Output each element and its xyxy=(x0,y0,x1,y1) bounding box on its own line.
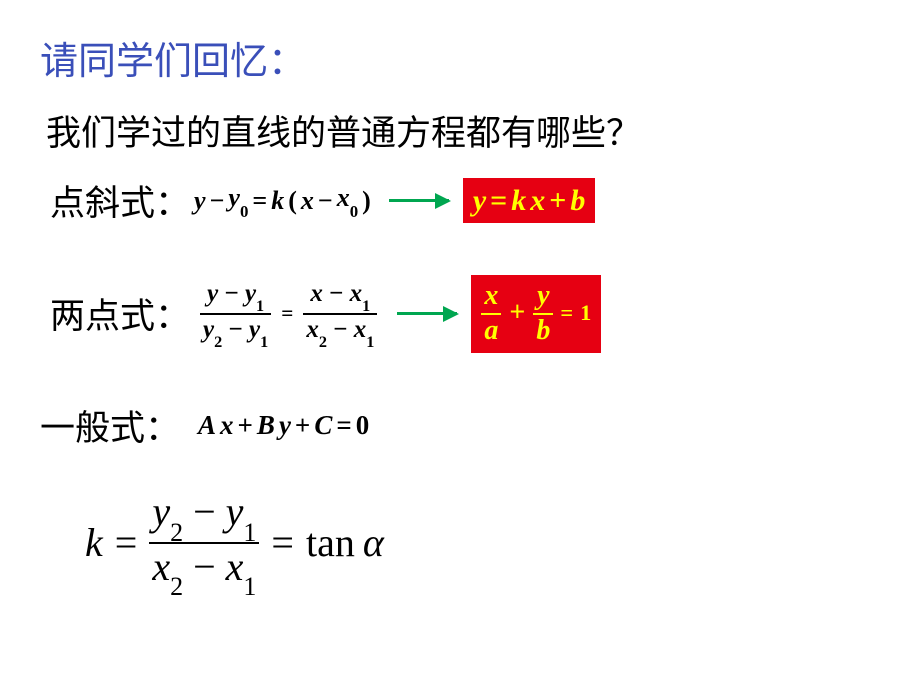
highlight-intercept-form: x a + y b = 1 xyxy=(471,275,601,353)
row-point-slope: 点斜式： y − y0 = k ( x − x0 ) y = k x + b xyxy=(50,175,595,226)
label-general: 一般式： xyxy=(40,400,180,451)
formula-slope: k = y2 − y1 x2 − x1 = tan α xyxy=(85,490,384,595)
formula-point-slope: y − y0 = k ( x − x0 ) xyxy=(194,183,371,217)
row-general: 一般式： A x + B y + C = 0 xyxy=(40,400,369,451)
title: 请同学们回忆： xyxy=(40,30,880,85)
label-point-slope: 点斜式： xyxy=(50,175,190,226)
arrow-icon xyxy=(389,199,449,202)
highlight-slope-intercept: y = k x + b xyxy=(463,178,596,223)
row-two-point: 两点式： y − y1 y2 − y1 = x − x1 x2 − x1 xyxy=(50,275,601,353)
question: 我们学过的直线的普通方程都有哪些？ xyxy=(46,105,880,156)
row-slope: k = y2 − y1 x2 − x1 = tan α xyxy=(85,490,384,595)
formula-two-point: y − y1 y2 − y1 = x − x1 x2 − x1 xyxy=(200,280,377,348)
label-two-point: 两点式： xyxy=(50,288,190,339)
slide: 请同学们回忆： 我们学过的直线的普通方程都有哪些？ 点斜式： y − y0 = … xyxy=(0,0,920,690)
arrow-icon xyxy=(397,312,457,315)
formula-general: A x + B y + C = 0 xyxy=(198,410,369,441)
